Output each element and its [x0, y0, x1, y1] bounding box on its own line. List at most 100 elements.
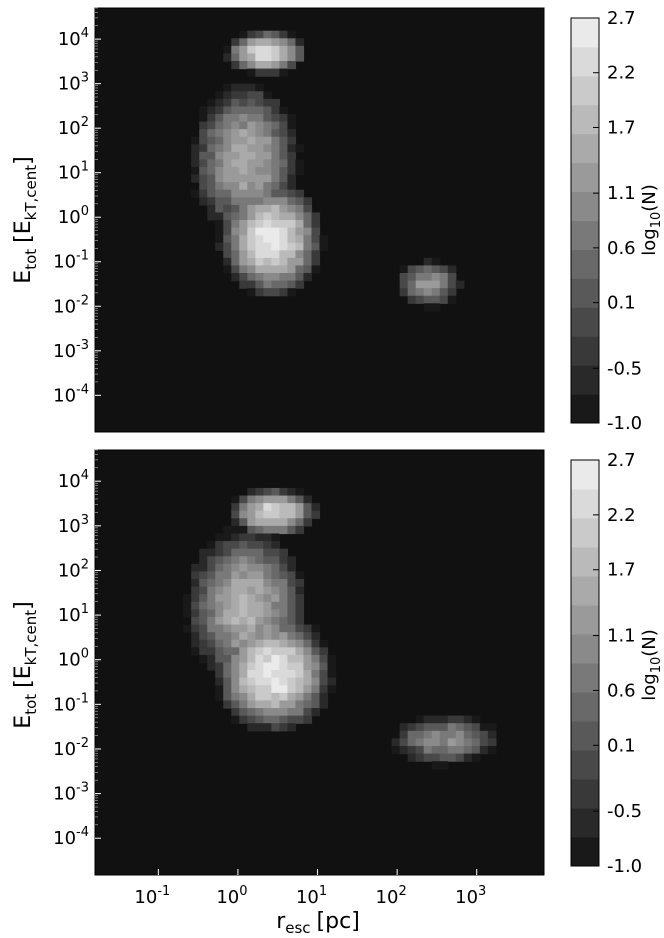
heatmap-cell — [303, 670, 313, 679]
heatmap-cell — [255, 91, 264, 100]
heatmap-cell — [303, 715, 313, 724]
heatmap-cell — [471, 738, 481, 747]
heatmap-cell — [319, 685, 329, 694]
heatmap-cell — [263, 174, 272, 183]
heatmap-cell — [279, 106, 289, 115]
heatmap-cell — [207, 167, 216, 176]
heatmap-cell — [271, 265, 281, 274]
heatmap-cell — [263, 715, 272, 724]
heatmap-cell — [199, 556, 208, 565]
heatmap-cell — [223, 685, 232, 694]
heatmap-cell — [263, 563, 272, 573]
heatmap-cell — [287, 235, 297, 244]
heatmap-cell — [311, 708, 321, 717]
heatmap-cell — [287, 212, 297, 221]
heatmap-cell — [239, 624, 248, 633]
heatmap-cell — [231, 38, 240, 47]
heatmap-cell — [239, 586, 248, 595]
heatmap-cell — [207, 182, 216, 191]
heatmap-cell — [231, 144, 240, 153]
colorbar-tick-label: 1.1 — [607, 626, 636, 647]
heatmap-cell — [231, 129, 240, 138]
heatmap-cell — [239, 616, 248, 626]
heatmap-cell — [279, 510, 289, 519]
heatmap-cell — [247, 723, 256, 732]
top-colorbar-label: log10(N) — [639, 184, 664, 256]
heatmap-cell — [263, 212, 272, 221]
heatmap-cell — [215, 220, 224, 229]
heatmap-cell — [295, 677, 305, 686]
heatmap-cell — [271, 541, 281, 550]
heatmap-cell — [247, 273, 256, 282]
heatmap-cell — [239, 601, 248, 610]
heatmap-cell — [463, 738, 473, 747]
heatmap-cell — [247, 639, 256, 648]
heatmap-cell — [271, 61, 281, 70]
heatmap-cell — [215, 647, 224, 656]
heatmap-cell — [263, 518, 272, 527]
heatmap-cell — [439, 745, 449, 755]
colorbar-tick-label: 1.7 — [607, 117, 636, 138]
heatmap-cell — [215, 189, 224, 198]
heatmap-cell — [287, 144, 297, 153]
top-panel: 104 103 102 101 100 10-1 10-2 10-3 10-4 Etot[EkT… — [11, 7, 664, 434]
heatmap-cell — [231, 685, 240, 694]
heatmap-cell — [431, 280, 441, 289]
heatmap-cell — [271, 227, 281, 236]
heatmap-cell — [239, 563, 248, 573]
y-tick-label: 10-3 — [53, 338, 89, 362]
heatmap-cell — [263, 265, 272, 274]
heatmap-cell — [311, 242, 321, 251]
heatmap-cell — [239, 212, 248, 221]
heatmap-cell — [239, 541, 248, 550]
heatmap-cell — [295, 594, 305, 603]
heatmap-cell — [263, 609, 272, 618]
heatmap-cell — [287, 151, 297, 161]
heatmap-cell — [295, 280, 305, 289]
heatmap-cell — [399, 745, 409, 755]
heatmap-cell — [207, 601, 216, 610]
colorbar-band — [571, 220, 599, 250]
heatmap-cell — [303, 624, 313, 633]
heatmap-cell — [279, 45, 289, 55]
heatmap-cell — [263, 129, 272, 138]
heatmap-cell — [231, 586, 240, 595]
heatmap-cell — [215, 601, 224, 610]
heatmap-cell — [279, 654, 289, 664]
heatmap-cell — [191, 174, 200, 183]
heatmap-cell — [231, 594, 240, 603]
heatmap-cell — [287, 624, 297, 633]
heatmap-cell — [255, 556, 264, 565]
heatmap-cell — [295, 189, 305, 198]
heatmap-cell — [223, 129, 232, 138]
heatmap-cell — [239, 594, 248, 603]
heatmap-cell — [215, 227, 224, 236]
heatmap-cell — [247, 265, 256, 274]
heatmap-cell — [247, 98, 256, 108]
heatmap-cell — [207, 586, 216, 595]
y-tick-label: 101 — [58, 602, 89, 626]
heatmap-cell — [239, 174, 248, 183]
heatmap-cell — [295, 692, 305, 702]
heatmap-cell — [415, 730, 425, 739]
heatmap-cell — [231, 189, 240, 198]
heatmap-cell — [447, 265, 457, 274]
heatmap-cell — [199, 616, 208, 626]
heatmap-cell — [295, 257, 305, 267]
heatmap-cell — [271, 616, 281, 626]
heatmap-cell — [255, 182, 264, 191]
heatmap-cell — [215, 121, 224, 130]
heatmap-cell — [279, 624, 289, 633]
heatmap-cell — [263, 662, 272, 671]
heatmap-cell — [271, 197, 281, 206]
heatmap-cell — [215, 586, 224, 595]
y-tick-label: 103 — [58, 71, 89, 95]
heatmap-cell — [223, 647, 232, 656]
heatmap-cell — [247, 288, 256, 297]
heatmap-cell — [279, 685, 289, 694]
heatmap-cell — [247, 715, 256, 724]
colorbar-band — [571, 278, 599, 308]
heatmap-cell — [263, 533, 272, 542]
heatmap-cell — [471, 723, 481, 732]
heatmap-cell — [215, 541, 224, 550]
